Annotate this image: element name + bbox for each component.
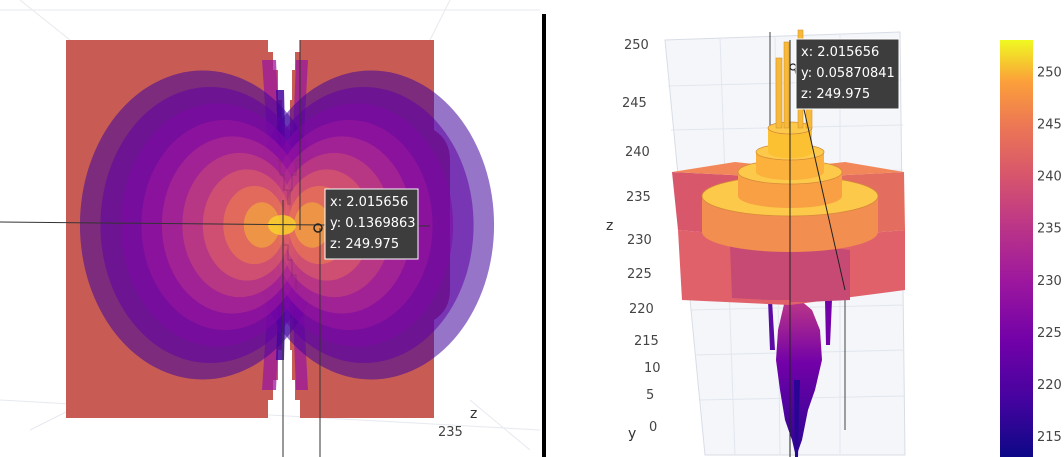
- colorbar-ticks: 250 245 240 235 230 225 220 215: [1037, 65, 1062, 445]
- left-plot-panel: x: 2.015656 y: 0.1369863 z: 249.975 z 23…: [0, 0, 540, 457]
- right-spike-group-main: [776, 300, 822, 457]
- right-hover-y: y: 0.05870841: [801, 66, 895, 81]
- right-hover-z: z: 249.975: [801, 87, 870, 102]
- left-hover-y: y: 0.1369863: [330, 216, 416, 231]
- colorbar-tick-7: 215: [1037, 430, 1062, 445]
- colorbar-tick-0: 250: [1037, 65, 1062, 80]
- colorbar-tick-2: 240: [1037, 170, 1062, 185]
- colorbar-tick-4: 230: [1037, 274, 1062, 289]
- right-hover-label: x: 2.015656 y: 0.05870841 z: 249.975: [795, 38, 900, 110]
- right-z-tick-10: 0: [649, 420, 657, 435]
- right-z-tick-9: 5: [646, 388, 654, 403]
- right-z-tick-0: 250: [624, 38, 649, 53]
- right-z-tick-5: 225: [627, 267, 652, 282]
- colorbar-tick-6: 220: [1037, 378, 1062, 393]
- right-z-tick-6: 220: [629, 302, 654, 317]
- colorbar-tick-5: 225: [1037, 326, 1062, 341]
- right-z-tick-3: 235: [626, 190, 651, 205]
- right-z-axis-ticks: 250 245 240 235 230 225 220 215 10 5 0: [622, 38, 661, 435]
- right-spike-thin-c: [794, 380, 800, 457]
- right-hover-x: x: 2.015656: [801, 45, 879, 60]
- right-z-tick-8: 10: [644, 361, 661, 376]
- right-peak-column-1: [783, 41, 790, 129]
- right-z-tick-4: 230: [627, 233, 652, 248]
- right-lower-spikes: [768, 300, 832, 457]
- right-plot-panel: x: 2.015656 y: 0.05870841 z: 249.975 250…: [606, 29, 1062, 457]
- right-z-tick-7: 215: [634, 334, 659, 349]
- right-z-tick-2: 240: [625, 145, 650, 160]
- left-hover-point[interactable]: [313, 223, 323, 233]
- left-step-edges: [276, 159, 300, 290]
- right-axis-y-title: y: [628, 426, 636, 442]
- left-contour-L-8: [243, 202, 280, 248]
- left-hover-z: z: 249.975: [330, 237, 399, 252]
- right-spike-thin-b: [825, 300, 832, 345]
- right-peak-column-0: [775, 57, 783, 129]
- colorbar-tick-3: 235: [1037, 222, 1062, 237]
- right-slab-steps: [730, 240, 850, 302]
- left-hover-label: x: 2.015656 y: 0.1369863 z: 249.975: [324, 188, 419, 260]
- colorbar: [1000, 40, 1033, 457]
- right-axis-z-title: z: [606, 218, 613, 234]
- left-hover-x: x: 2.015656: [330, 195, 408, 210]
- colorbar-tick-1: 245: [1037, 117, 1062, 132]
- right-spike-thin-a: [768, 300, 775, 350]
- left-axis-z-title: z: [470, 406, 477, 422]
- left-axis-z-tick: 235: [438, 425, 463, 440]
- right-z-tick-1: 245: [622, 96, 647, 111]
